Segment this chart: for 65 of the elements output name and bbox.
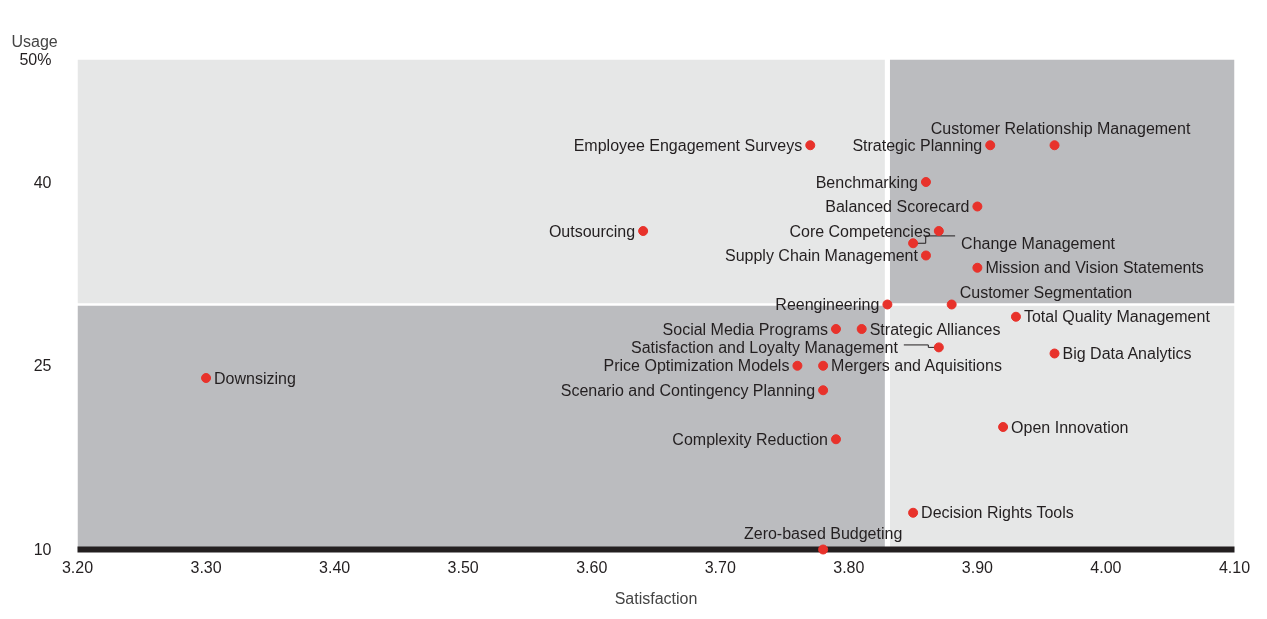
- data-label: Customer Segmentation: [959, 284, 1133, 301]
- data-label: Strategic Alliances: [869, 320, 1001, 338]
- x-tick-label: 4.00: [1090, 558, 1122, 576]
- data-label: Reengineering: [775, 296, 880, 313]
- data-label: Benchmarking: [815, 173, 918, 191]
- point: [946, 299, 957, 310]
- point: [818, 360, 829, 371]
- y-axis-title: Usage: [11, 32, 58, 50]
- point: [972, 262, 983, 273]
- data-label: Mergers and Aquisitions: [831, 357, 1002, 375]
- point: [1010, 311, 1021, 322]
- point: [972, 201, 983, 212]
- data-label: Decision Rights Tools: [921, 504, 1074, 522]
- x-tick-label: 3.50: [447, 558, 479, 576]
- point: [1049, 140, 1060, 151]
- data-label: Mission and Vision Statements: [985, 259, 1204, 277]
- x-tick-label: 3.20: [61, 558, 94, 576]
- point: [638, 226, 649, 236]
- point: [830, 434, 841, 445]
- point: [933, 342, 944, 353]
- x-tick-label: 3.60: [576, 558, 608, 576]
- point: [920, 177, 931, 187]
- point: [792, 360, 803, 371]
- point: [830, 324, 841, 334]
- data-label: Core Competencies: [789, 222, 931, 240]
- x-axis-title: Satisfaction: [614, 589, 698, 607]
- point: [818, 544, 829, 555]
- y-tick-label: 40: [33, 173, 52, 191]
- point: [933, 226, 944, 236]
- data-label: Price Optimization Models: [603, 357, 790, 375]
- x-tick-label: 3.30: [190, 558, 222, 576]
- data-label: Balanced Scorecard: [825, 198, 970, 215]
- point: [882, 299, 893, 310]
- data-label: Employee Engagement Surveys: [573, 136, 803, 154]
- data-label: Social Media Programs: [662, 320, 828, 338]
- data-label: Complexity Reduction: [672, 430, 828, 448]
- point: [998, 422, 1009, 432]
- point: [920, 250, 931, 261]
- point: [908, 507, 919, 518]
- data-label: Strategic Planning: [852, 136, 983, 154]
- point: [818, 385, 829, 396]
- y-tick-label: 10: [33, 541, 52, 558]
- data-label: Open Innovation: [1011, 418, 1129, 436]
- point: [201, 373, 212, 383]
- y-tick-label: 50%: [19, 51, 52, 68]
- point: [805, 140, 816, 151]
- data-label: Scenario and Contingency Planning: [560, 381, 816, 399]
- x-tick-label: 3.70: [704, 558, 736, 576]
- x-tick-label: 4.10: [1218, 558, 1251, 576]
- data-label: Outsourcing: [548, 222, 636, 240]
- x-tick-label: 3.40: [319, 558, 351, 576]
- point: [1049, 348, 1060, 359]
- data-label: Supply Chain Management: [724, 247, 919, 264]
- point: [856, 324, 867, 334]
- data-label: Change Management: [961, 234, 1116, 252]
- data-label: Big Data Analytics: [1062, 345, 1192, 362]
- data-label: Downsizing: [214, 369, 296, 387]
- data-label: Zero-based Budgeting: [743, 525, 903, 542]
- point: [985, 140, 996, 151]
- y-tick-label: 25: [33, 357, 52, 375]
- data-label: Total Quality Management: [1023, 308, 1211, 326]
- x-tick-label: 3.90: [961, 558, 994, 576]
- data-label: Customer Relationship Management: [930, 119, 1191, 137]
- x-tick-label: 3.80: [833, 558, 865, 576]
- data-label: Satisfaction and Loyalty Management: [630, 338, 899, 356]
